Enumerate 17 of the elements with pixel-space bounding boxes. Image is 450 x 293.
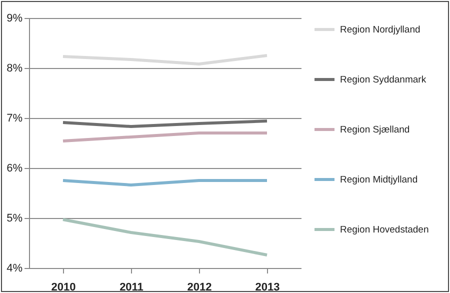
line-series bbox=[62, 54, 268, 66]
line-series bbox=[62, 218, 268, 256]
x-tick-label: 2010 bbox=[51, 282, 76, 293]
x-tick-label: 2011 bbox=[120, 282, 144, 293]
y-tick-label: 6% bbox=[6, 162, 23, 174]
y-tick-label: 5% bbox=[6, 212, 23, 224]
legend-label: Region Sjælland bbox=[340, 124, 410, 136]
y-tick-label: 9% bbox=[6, 12, 23, 24]
y-tick-label: 8% bbox=[6, 62, 23, 74]
legend-label: Region Midtjylland bbox=[340, 174, 418, 186]
legend-label: Region Nordjylland bbox=[340, 24, 420, 36]
x-tick-label: 2012 bbox=[187, 282, 212, 293]
legend-label: Region Hovedstaden bbox=[340, 224, 429, 236]
y-tick-label: 4% bbox=[6, 262, 23, 274]
y-tick-label: 7% bbox=[6, 112, 23, 124]
x-tick-label: 2013 bbox=[255, 282, 280, 293]
legend-label: Region Syddanmark bbox=[340, 74, 426, 86]
